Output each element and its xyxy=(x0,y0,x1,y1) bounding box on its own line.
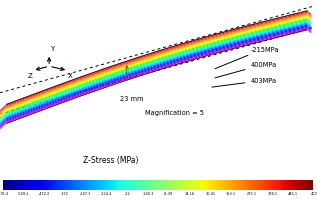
Polygon shape xyxy=(307,30,311,34)
Polygon shape xyxy=(6,29,307,123)
Text: Z-Stress (MPa): Z-Stress (MPa) xyxy=(83,156,139,165)
Text: -8.39: -8.39 xyxy=(164,191,173,195)
Polygon shape xyxy=(0,117,6,125)
Polygon shape xyxy=(0,112,6,120)
Polygon shape xyxy=(307,11,311,16)
Polygon shape xyxy=(0,111,6,119)
Polygon shape xyxy=(6,19,307,113)
Polygon shape xyxy=(307,13,311,17)
Polygon shape xyxy=(6,26,307,121)
Text: 400: 400 xyxy=(310,191,317,195)
Polygon shape xyxy=(0,108,6,116)
Polygon shape xyxy=(0,114,6,123)
Text: -472.2: -472.2 xyxy=(39,191,50,195)
Polygon shape xyxy=(307,26,311,31)
Polygon shape xyxy=(6,17,307,111)
Polygon shape xyxy=(6,14,307,108)
Text: 403MPa: 403MPa xyxy=(212,78,276,88)
Text: -891.2: -891.2 xyxy=(0,191,9,195)
Polygon shape xyxy=(0,113,6,121)
Polygon shape xyxy=(6,21,307,115)
Polygon shape xyxy=(307,23,311,28)
Text: 14.16: 14.16 xyxy=(184,191,195,195)
Polygon shape xyxy=(307,14,311,18)
Polygon shape xyxy=(307,20,311,25)
Text: 275.1: 275.1 xyxy=(247,191,257,195)
Polygon shape xyxy=(307,19,311,24)
Polygon shape xyxy=(6,28,307,122)
Polygon shape xyxy=(0,106,6,114)
Polygon shape xyxy=(0,120,6,128)
Text: X: X xyxy=(68,72,73,78)
Polygon shape xyxy=(307,28,311,32)
Text: 153.1: 153.1 xyxy=(226,191,236,195)
Polygon shape xyxy=(6,13,307,107)
Polygon shape xyxy=(0,123,6,131)
Text: -215MPa: -215MPa xyxy=(215,46,279,69)
Polygon shape xyxy=(307,24,311,29)
Text: 378.1: 378.1 xyxy=(267,191,277,195)
Polygon shape xyxy=(0,105,6,113)
Polygon shape xyxy=(307,18,311,22)
Polygon shape xyxy=(0,110,6,118)
Polygon shape xyxy=(6,30,307,124)
Polygon shape xyxy=(6,11,307,106)
Polygon shape xyxy=(6,22,307,117)
Polygon shape xyxy=(6,23,307,118)
Polygon shape xyxy=(0,122,6,130)
Polygon shape xyxy=(307,17,311,21)
Polygon shape xyxy=(6,18,307,112)
Text: 445.1: 445.1 xyxy=(288,191,298,195)
Text: -549.1: -549.1 xyxy=(18,191,29,195)
Text: 23 mm: 23 mm xyxy=(120,96,144,102)
Polygon shape xyxy=(0,121,6,129)
Text: Magnification = 5: Magnification = 5 xyxy=(145,110,204,116)
Polygon shape xyxy=(6,16,307,110)
Text: 30.41: 30.41 xyxy=(205,191,215,195)
Polygon shape xyxy=(6,15,307,109)
Polygon shape xyxy=(6,20,307,114)
Text: Z: Z xyxy=(28,73,33,79)
Text: -140.3: -140.3 xyxy=(142,191,154,195)
Polygon shape xyxy=(307,16,311,20)
Polygon shape xyxy=(307,22,311,27)
Polygon shape xyxy=(6,25,307,120)
Polygon shape xyxy=(307,25,311,30)
Text: 400MPa: 400MPa xyxy=(215,62,277,78)
Text: -22: -22 xyxy=(125,191,130,195)
Text: -124.4: -124.4 xyxy=(101,191,113,195)
Text: -372: -372 xyxy=(61,191,69,195)
Polygon shape xyxy=(0,109,6,117)
Polygon shape xyxy=(6,24,307,119)
Polygon shape xyxy=(0,119,6,127)
Polygon shape xyxy=(0,107,6,115)
Polygon shape xyxy=(0,118,6,126)
Polygon shape xyxy=(307,21,311,26)
Polygon shape xyxy=(307,15,311,19)
Text: Y: Y xyxy=(50,46,55,52)
Polygon shape xyxy=(0,115,6,124)
Text: -247.1: -247.1 xyxy=(80,191,92,195)
Polygon shape xyxy=(307,29,311,33)
